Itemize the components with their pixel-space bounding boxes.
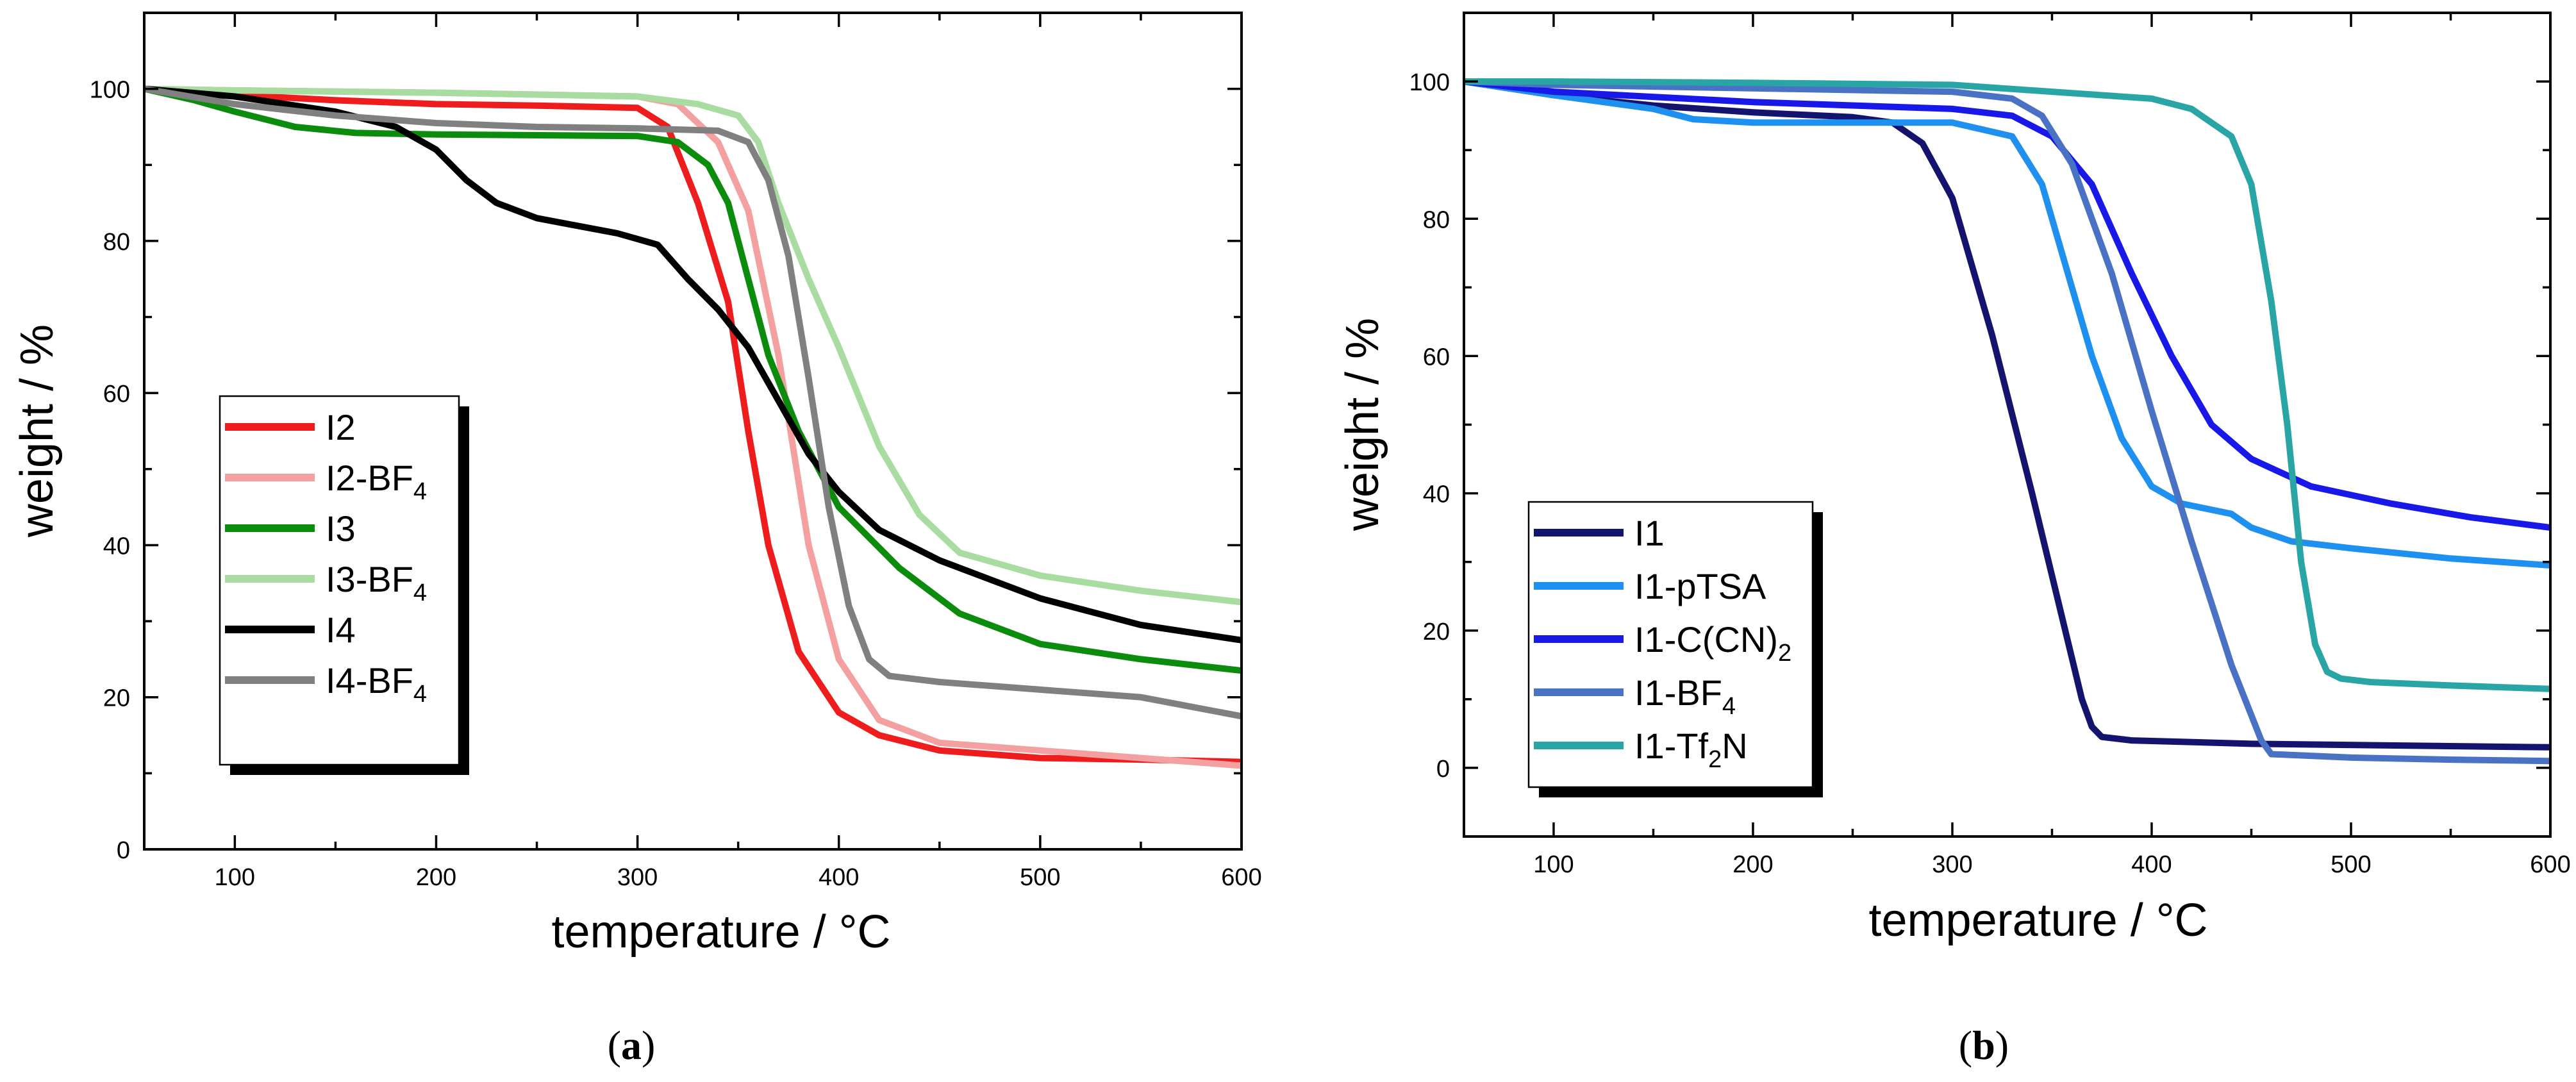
y-tick-label: 20 <box>1423 619 1450 645</box>
caption-b-open: ( <box>1959 1022 1972 1068</box>
plot-frame-a <box>143 12 1243 851</box>
y-tick-label: 60 <box>103 381 130 408</box>
x-tick-label: 500 <box>1020 864 1060 891</box>
caption-b: (b) <box>1959 1022 2009 1068</box>
legend-label-subscript: 4 <box>413 681 427 708</box>
x-tick-label: 200 <box>1733 851 1773 878</box>
ticks-layer-a: 100 200 300 400 500 600 0 20 40 60 80 100 <box>90 12 1262 891</box>
series-line-i4-bf4 <box>144 85 1242 720</box>
legend-label-subscript: 4 <box>413 478 427 505</box>
x-tick-label: 300 <box>1932 851 1972 878</box>
y-tick-label: 40 <box>1423 481 1450 508</box>
legend-label: I1-pTSA <box>1634 566 1766 606</box>
legend-label: I1-Tf2N <box>1634 726 1748 773</box>
series-line-i1-ptsa <box>1464 78 2550 569</box>
y-axis-title-a: weight / % <box>12 324 63 538</box>
legend-label-base: I1-BF <box>1634 672 1722 713</box>
legend-label-subscript: 4 <box>413 579 427 606</box>
legend-label-base: I1-Tf <box>1634 726 1709 766</box>
x-tick-label: 400 <box>819 864 859 891</box>
y-tick-label: 100 <box>1409 69 1450 96</box>
legend-label: I1-BF4 <box>1634 672 1736 720</box>
y-tick-label: 20 <box>103 685 130 712</box>
legend-label-base: I1-C(CN) <box>1634 619 1778 660</box>
legend-label-base: I3-BF <box>326 559 413 599</box>
legend-label-tail: N <box>1722 726 1747 766</box>
series-layer-b <box>1464 78 2550 765</box>
legend-box <box>1527 501 1814 788</box>
legend-label-base: I1 <box>1634 513 1665 553</box>
ticks-layer-b: 100 200 300 400 500 600 0 20 40 60 80 100 <box>1409 12 2571 878</box>
y-tick-label: 0 <box>1436 756 1450 783</box>
series-line-i1-tf2n <box>1464 78 2550 692</box>
x-tick-label: 100 <box>215 864 255 891</box>
legend-label-base: I1-pTSA <box>1634 566 1766 606</box>
legend-label-base: I2 <box>326 407 356 447</box>
x-axis-title-b: temperature / °C <box>1869 895 2208 946</box>
legend-label-subscript: 2 <box>1778 640 1791 667</box>
caption-b-letter: b <box>1972 1022 1995 1068</box>
x-tick-label: 300 <box>617 864 658 891</box>
x-tick-label: 600 <box>2530 851 2570 878</box>
caption-a-letter: a <box>621 1022 642 1068</box>
caption-a-close: ) <box>642 1022 655 1068</box>
series-line-i1 <box>1464 78 2550 751</box>
series-line-i3 <box>144 85 1242 674</box>
series-line-i2 <box>144 85 1242 765</box>
legend-label: I1 <box>1634 513 1665 553</box>
legend-label: I4 <box>326 610 356 650</box>
series-line-i4 <box>144 85 1242 644</box>
y-tick-label: 80 <box>1423 206 1450 233</box>
caption-a-open: ( <box>608 1022 621 1068</box>
legend-label: I2 <box>326 407 356 447</box>
y-tick-label: 40 <box>103 533 130 560</box>
legend-label: I3 <box>326 508 356 549</box>
y-tick-label: 60 <box>1423 344 1450 370</box>
series-line-i3-bf4 <box>144 85 1242 606</box>
x-tick-label: 400 <box>2131 851 2172 878</box>
x-tick-label: 100 <box>1533 851 1574 878</box>
legend-label: I3-BF4 <box>326 559 427 606</box>
series-layer-a <box>144 85 1242 769</box>
legend-label-base: I3 <box>326 508 356 549</box>
legend-label-base: I4 <box>326 610 356 650</box>
x-axis-title-a: temperature / °C <box>552 906 891 958</box>
x-tick-label: 200 <box>416 864 456 891</box>
y-tick-label: 0 <box>117 837 130 864</box>
chart-panel-a: 100 200 300 400 500 600 0 20 40 60 80 100 temperatu… <box>12 12 1262 958</box>
y-tick-label: 80 <box>103 229 130 256</box>
x-tick-label: 600 <box>1221 864 1261 891</box>
chart-panel-b: 100 200 300 400 500 600 0 20 40 60 80 100 temperatu… <box>1337 12 2571 946</box>
caption-b-close: ) <box>1995 1022 2009 1068</box>
legend-label-base: I4-BF <box>326 660 413 701</box>
y-tick-label: 100 <box>90 77 130 104</box>
legend-label: I1-C(CN)2 <box>1634 619 1791 667</box>
caption-a: (a) <box>608 1022 656 1068</box>
series-line-i1-c-cn-2 <box>1464 78 2550 531</box>
x-tick-label: 500 <box>2331 851 2371 878</box>
legend-label-subscript: 4 <box>1722 693 1736 720</box>
legend-label: I4-BF4 <box>326 660 427 708</box>
legend-label-base: I2-BF <box>326 458 413 498</box>
legend-label: I2-BF4 <box>326 458 427 505</box>
y-axis-title-b: weight / % <box>1337 318 1388 531</box>
legend-label-subscript: 2 <box>1708 746 1722 773</box>
series-line-i1-bf4 <box>1464 78 2550 765</box>
